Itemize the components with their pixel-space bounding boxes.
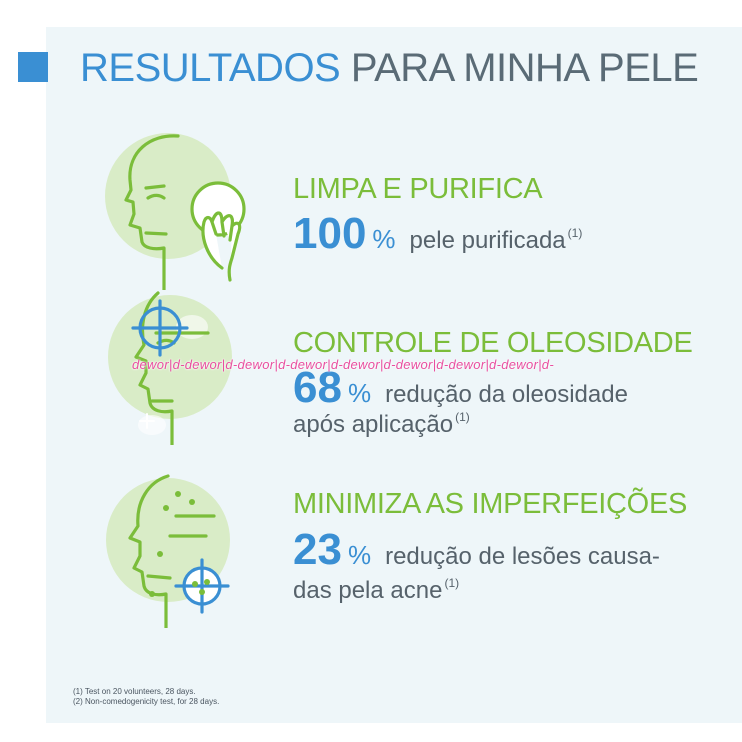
result-percentage-value: 68 [293, 363, 342, 412]
face-cleansing-pad-icon [100, 130, 260, 290]
result-heading: MINIMIZA AS IMPERFEIÇÕES [293, 488, 688, 520]
title-accent-square [18, 52, 48, 82]
footnote-reference: (1) [567, 226, 583, 240]
result-description-line2: das pela acne (1) [293, 577, 459, 603]
result-description-continued: das pela acne [293, 577, 443, 604]
result-item-oil-control: CONTROLE DE OLEOSIDADE 68% redução da ole… [100, 285, 742, 445]
result-description: pele purificada [409, 227, 566, 254]
title-highlight: RESULTADOS [80, 46, 341, 90]
footnote-1: (1) Test on 20 volunteers, 28 days. [73, 687, 196, 696]
percent-sign: % [372, 224, 396, 254]
result-description-line2: após aplicação (1) [293, 411, 470, 437]
footnotes: (1) Test on 20 volunteers, 28 days. (2) … [73, 687, 219, 707]
face-acne-target-icon [100, 468, 260, 628]
page-title: RESULTADOS PARA MINHA PELE [80, 46, 699, 90]
result-item-cleanse: LIMPA E PURIFICA 100% pele purificada (1) [100, 130, 742, 290]
footnote-reference: (1) [455, 410, 470, 424]
footnote-2: (2) Non-comedogenicity test, for 28 days… [73, 697, 220, 706]
result-description-continued: após aplicação [293, 411, 454, 438]
result-stat: 23% redução de lesões causa- [293, 528, 660, 572]
result-percentage-value: 100 [293, 209, 367, 258]
result-heading: LIMPA E PURIFICA [293, 173, 543, 205]
title-rest: PARA MINHA PELE [350, 46, 699, 90]
result-stat: 68% redução da oleosidade [293, 366, 628, 410]
result-percentage-value: 23 [293, 525, 342, 574]
result-description: redução de lesões causa- [385, 543, 660, 570]
percent-sign: % [347, 540, 372, 570]
percent-sign: % [347, 378, 372, 408]
footnote-reference: (1) [444, 576, 460, 590]
face-oil-target-icon [100, 285, 260, 445]
result-heading: CONTROLE DE OLEOSIDADE [293, 327, 693, 359]
result-description: redução da oleosidade [385, 381, 628, 408]
result-item-imperfections: MINIMIZA AS IMPERFEIÇÕES 23% redução de l… [100, 468, 742, 628]
result-stat: 100% pele purificada (1) [293, 212, 582, 256]
